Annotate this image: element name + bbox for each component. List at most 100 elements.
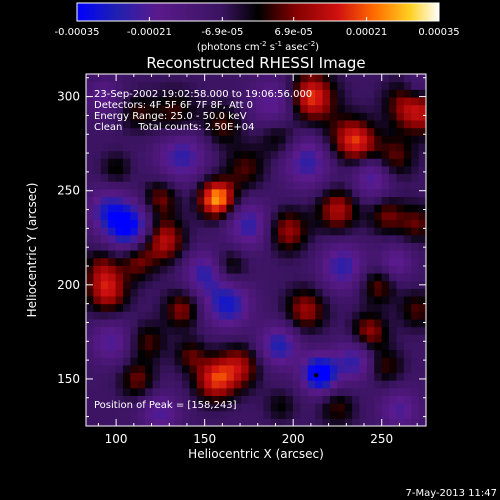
heatmap-cell <box>285 341 294 351</box>
heatmap-cell <box>374 234 383 243</box>
heatmap-cell <box>263 135 272 144</box>
heatmap-cell <box>344 272 353 282</box>
heatmap-cell <box>381 81 390 90</box>
heatmap-cell <box>411 326 420 335</box>
heatmap-cell <box>389 89 398 98</box>
heatmap-cell <box>145 250 154 259</box>
heatmap-cell <box>352 234 361 243</box>
heatmap-cell <box>411 188 420 198</box>
heatmap-cell <box>263 74 272 83</box>
heatmap-cell <box>122 142 131 152</box>
heatmap-cell <box>145 181 154 190</box>
heatmap-cell <box>337 372 346 381</box>
heatmap-cell <box>219 104 228 113</box>
heatmap-cell <box>411 158 420 167</box>
heatmap-cell <box>182 119 191 129</box>
heatmap-cell <box>204 89 213 98</box>
heatmap-cell <box>263 311 272 320</box>
heatmap-cell <box>211 96 220 106</box>
heatmap-cell <box>219 265 228 274</box>
heatmap-cell <box>226 334 235 343</box>
heatmap-cell <box>211 158 220 167</box>
heatmap-cell <box>174 188 183 198</box>
heatmap-cell <box>115 188 124 198</box>
heatmap-cell <box>285 311 294 320</box>
heatmap-cell <box>403 295 412 305</box>
heatmap-cell <box>300 150 309 159</box>
heatmap-cell <box>100 173 109 182</box>
heatmap-cell <box>307 81 316 90</box>
heatmap-cell <box>189 257 198 266</box>
heatmap-cell <box>381 119 390 129</box>
heatmap-cell <box>300 89 309 98</box>
heatmap-cell <box>204 104 213 113</box>
heatmap-cell <box>300 280 309 289</box>
heatmap-cell <box>219 364 228 374</box>
heatmap-cell <box>130 135 139 144</box>
heatmap-cell <box>292 119 301 129</box>
heatmap-cell <box>122 242 131 251</box>
heatmap-cell <box>418 181 426 190</box>
heatmap-cell <box>100 395 109 404</box>
heatmap-cell <box>403 204 412 213</box>
heatmap-cell <box>256 81 264 90</box>
heatmap-cell <box>389 242 398 251</box>
heatmap-cell <box>196 357 205 366</box>
heatmap-cell <box>226 372 235 381</box>
heatmap-cell <box>130 242 139 251</box>
heatmap-cell <box>108 418 117 426</box>
heatmap-cell <box>174 211 183 220</box>
heatmap-cell <box>381 242 390 251</box>
heatmap-cell <box>122 74 131 83</box>
heatmap-cell <box>389 280 398 289</box>
heatmap-cell <box>182 81 191 90</box>
heatmap-cell <box>174 234 183 243</box>
heatmap-cell <box>418 288 426 297</box>
heatmap-cell <box>233 403 242 412</box>
heatmap-cell <box>381 173 390 182</box>
heatmap-cell <box>381 326 390 335</box>
heatmap-cell <box>285 74 294 83</box>
heatmap-cell <box>315 280 324 289</box>
heatmap-cell <box>263 272 272 282</box>
heatmap-cell <box>145 288 154 297</box>
heatmap-cell <box>366 395 375 404</box>
heatmap-cell <box>329 165 338 175</box>
heatmap-cell <box>278 96 287 106</box>
heatmap-cell <box>211 181 220 190</box>
heatmap-cell <box>248 188 257 198</box>
heatmap-cell <box>167 372 176 381</box>
heatmap-cell <box>86 158 94 167</box>
heatmap-cell <box>411 272 420 282</box>
heatmap-cell <box>418 265 426 274</box>
heatmap-cell <box>226 311 235 320</box>
heatmap-cell <box>204 257 213 266</box>
heatmap-cell <box>211 142 220 152</box>
heatmap-cell <box>189 250 198 259</box>
heatmap-cell <box>86 81 94 90</box>
heatmap-cell <box>152 318 161 328</box>
heatmap-cell <box>204 234 213 243</box>
heatmap-cell <box>204 380 213 389</box>
heatmap-cell <box>366 265 375 274</box>
heatmap-cell <box>174 418 183 426</box>
heatmap-cell <box>130 250 139 259</box>
heatmap-cell <box>359 81 368 90</box>
heatmap-cell <box>292 165 301 175</box>
heatmap-cell <box>219 250 228 259</box>
heatmap-cell <box>241 150 250 159</box>
heatmap-cell <box>292 96 301 106</box>
heatmap-cell <box>152 387 161 396</box>
heatmap-cell <box>93 211 102 220</box>
heatmap-cell <box>182 257 191 266</box>
heatmap-cell <box>159 142 168 152</box>
heatmap-cell <box>233 387 242 396</box>
heatmap-cell <box>189 96 198 106</box>
heatmap-cell <box>329 188 338 198</box>
heatmap-cell <box>263 142 272 152</box>
heatmap-cell <box>359 318 368 328</box>
heatmap-cell <box>167 357 176 366</box>
heatmap-cell <box>196 364 205 374</box>
heatmap-cell <box>352 295 361 305</box>
heatmap-cell <box>359 234 368 243</box>
